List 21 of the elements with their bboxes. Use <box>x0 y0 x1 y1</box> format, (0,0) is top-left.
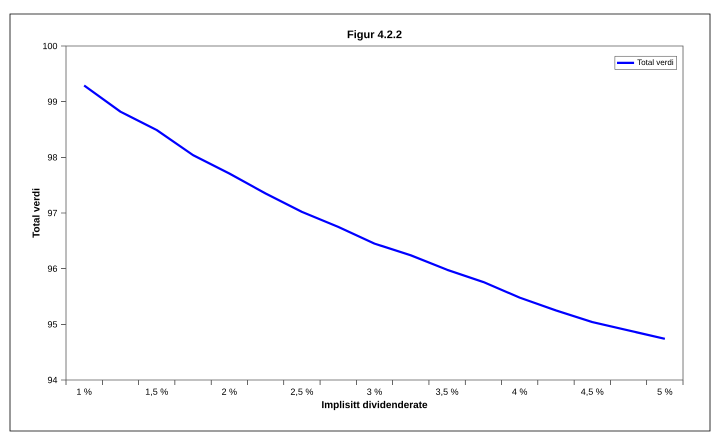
x-tick-label: 4 % <box>512 388 528 395</box>
x-tick-label: 2,5 % <box>290 388 314 396</box>
x-tick-label: 1,5 % <box>146 388 168 396</box>
x-tick-label: 1 % <box>77 388 92 395</box>
y-tick-label: 97 <box>48 210 58 216</box>
x-tick-label: 2 % <box>222 388 237 395</box>
y-tick-label: 98 <box>48 154 58 161</box>
x-tick-label: 3 % <box>367 388 382 395</box>
y-tick-label: 100 <box>43 42 58 50</box>
x-axis-title: Implisitt dividenderate <box>322 400 428 410</box>
y-tick-label: 96 <box>48 265 58 272</box>
chart-title: Figur 4.2.2 <box>348 30 402 40</box>
y-tick-label: 95 <box>48 321 58 328</box>
y-tick-label: 99 <box>48 98 58 105</box>
x-tick-label: 5 % <box>657 388 672 395</box>
x-tick-label: 3,5 % <box>436 388 458 396</box>
legend-label: Total verdi <box>637 59 674 66</box>
y-tick-label: 94 <box>48 376 58 384</box>
y-axis-title: Total verdi <box>32 188 40 238</box>
line-series <box>83 84 666 340</box>
x-tick-label: 4,5 % <box>580 388 604 396</box>
